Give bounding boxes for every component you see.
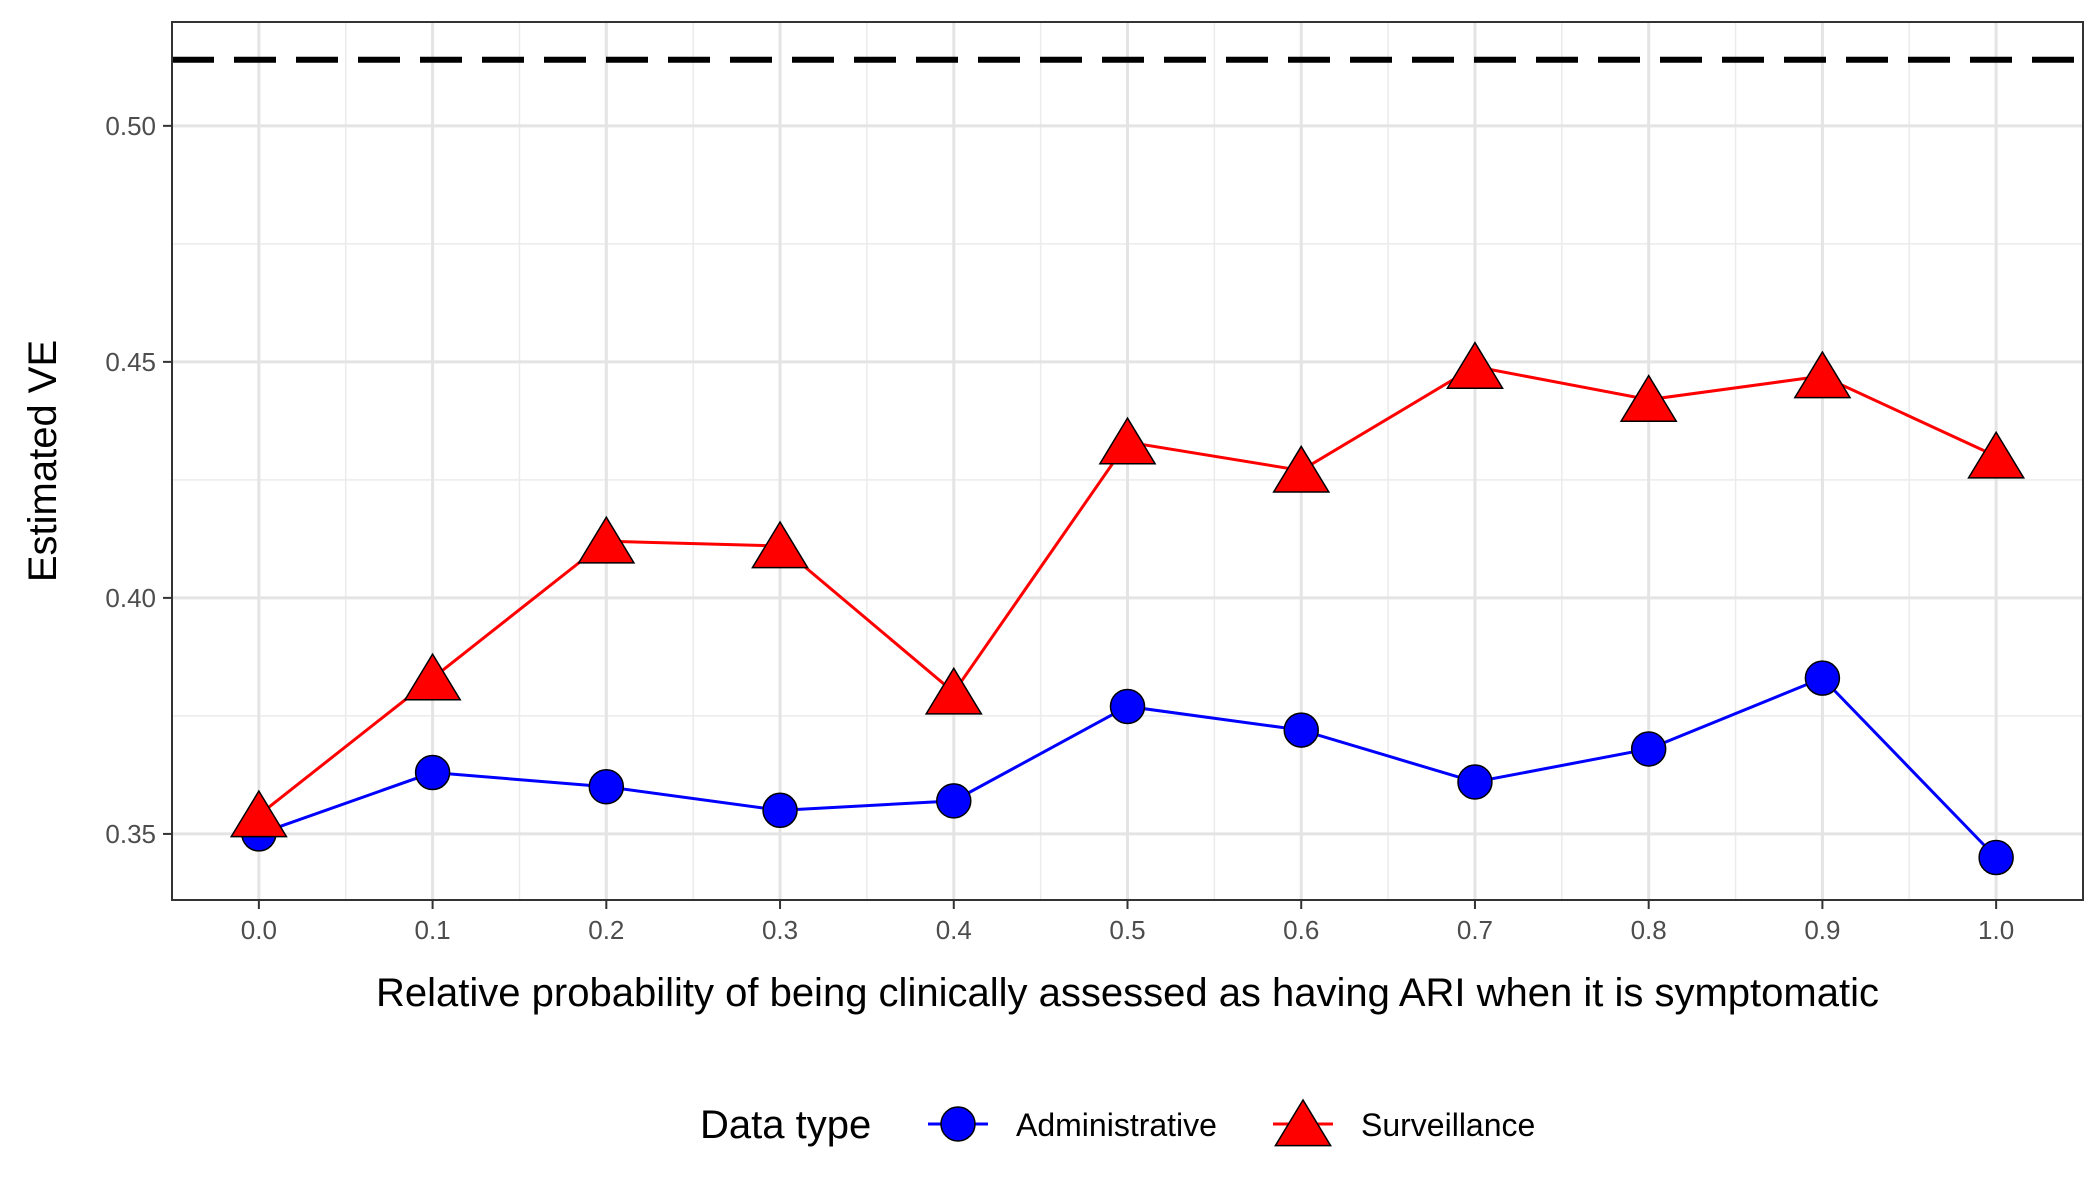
data-point-administrative <box>1630 731 1667 767</box>
data-point-surveillance <box>1967 430 2026 479</box>
data-point-surveillance <box>229 789 288 838</box>
data-point-administrative <box>762 792 798 829</box>
data-point-surveillance <box>1098 416 1157 465</box>
data-point-administrative <box>1109 688 1146 725</box>
data-point-surveillance <box>577 515 636 564</box>
data-point-surveillance <box>924 666 983 715</box>
data-point-administrative <box>1804 660 1841 696</box>
x-tick-label: 0.5 <box>1109 915 1145 945</box>
legend-keys <box>928 1098 1333 1147</box>
x-tick-label: 0.8 <box>1631 915 1667 945</box>
data-point-administrative <box>1457 764 1493 800</box>
axes: 0.35 0.40 0.45 0.50 0.0 0.1 0.2 0.3 0.4 0.5 0.6 0.7… <box>105 111 2014 945</box>
data-point-surveillance <box>1272 444 1331 493</box>
x-tick-label: 0.4 <box>936 915 972 945</box>
x-tick-label: 0.6 <box>1283 915 1319 945</box>
data-point-surveillance <box>403 652 462 701</box>
series-layer <box>229 341 2026 876</box>
y-axis-title: Estimated VE <box>21 340 65 582</box>
legend-key-surveillance <box>1274 1098 1332 1147</box>
data-point-administrative <box>588 768 625 805</box>
x-tick-label: 0.0 <box>241 915 277 945</box>
y-tick-label: 0.45 <box>105 347 156 377</box>
data-point-administrative <box>414 754 451 791</box>
legend-label-administrative: Administrative <box>1016 1107 1217 1143</box>
y-tick-label: 0.50 <box>105 111 156 141</box>
legend-key-administrative <box>940 1106 976 1142</box>
x-tick-label: 1.0 <box>1978 915 2014 945</box>
data-point-surveillance <box>1793 350 1852 399</box>
x-axis-title: Relative probability of being clinically… <box>376 971 1879 1015</box>
data-point-surveillance <box>751 520 809 569</box>
x-tick-label: 0.3 <box>762 915 798 945</box>
y-tick-label: 0.40 <box>105 583 156 613</box>
data-point-surveillance <box>1446 341 1504 389</box>
x-tick-label: 0.2 <box>588 915 624 945</box>
y-tick-label: 0.35 <box>105 819 156 849</box>
x-tick-label: 0.7 <box>1457 915 1493 945</box>
data-point-administrative <box>1978 839 2014 876</box>
legend-title: Data type <box>700 1103 871 1147</box>
data-point-administrative <box>1283 712 1319 748</box>
x-tick-label: 0.1 <box>415 915 451 945</box>
legend: Data type Administrative Surveillance <box>700 1098 1535 1147</box>
data-point-surveillance <box>1619 374 1678 422</box>
legend-label-surveillance: Surveillance <box>1361 1107 1535 1143</box>
x-tick-label: 0.9 <box>1804 915 1840 945</box>
data-point-administrative <box>936 783 972 819</box>
